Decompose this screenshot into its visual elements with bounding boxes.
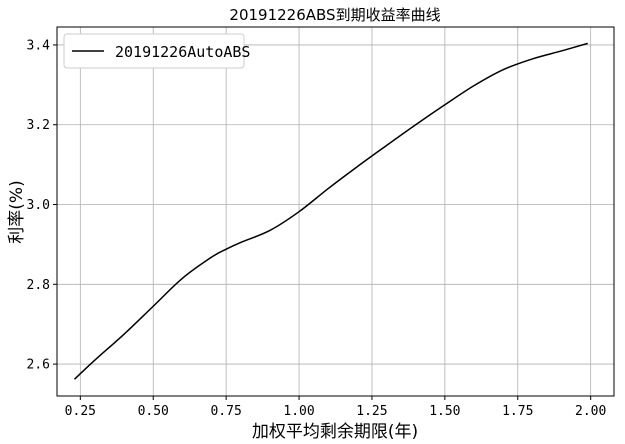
- x-tick-label: 1.50: [429, 404, 460, 419]
- y-tick-label: 3.4: [27, 38, 51, 53]
- x-tick-label: 0.25: [65, 404, 96, 419]
- x-tick-label: 1.25: [356, 404, 387, 419]
- legend-frame: [63, 33, 245, 69]
- series-line-0: [73, 42, 588, 380]
- grid: [57, 27, 614, 396]
- x-axis-label: 加权平均剩余期限(年): [252, 422, 418, 442]
- legend-label: 20191226AutoABS: [115, 43, 250, 61]
- y-tick-label: 3.2: [27, 118, 50, 133]
- y-tick-label: 3.0: [27, 198, 50, 213]
- series-lines: [73, 42, 588, 380]
- plot-frame: [56, 26, 615, 397]
- legend: 20191226AutoABS: [63, 33, 250, 69]
- x-tick-label: 2.00: [575, 404, 606, 419]
- y-axis-label: 利率(%): [7, 180, 27, 243]
- y-tick-label: 2.6: [27, 358, 50, 373]
- x-tick-label: 0.50: [138, 404, 169, 419]
- x-tick-label: 0.75: [210, 404, 241, 419]
- chart-title: 20191226ABS到期收益率曲线: [229, 6, 440, 24]
- y-tick-label: 2.8: [27, 278, 50, 293]
- x-tick-label: 1.00: [283, 404, 314, 419]
- axis-ticks: 0.25 0.50 0.75 1.00 1.25 1.50 1.75 2.00 2.6 2.8 3.…: [27, 38, 607, 419]
- x-tick-label: 1.75: [502, 404, 533, 419]
